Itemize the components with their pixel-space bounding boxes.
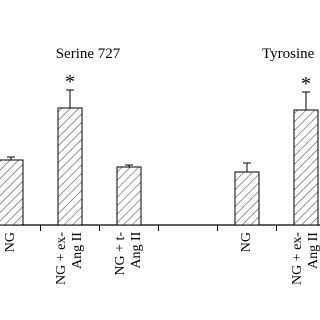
- significance-mark: *: [301, 73, 311, 95]
- bar: [57, 107, 83, 226]
- bar: [234, 171, 260, 226]
- x-tick-label: NG + ex- Ang II: [54, 232, 85, 285]
- x-tick-label: NG: [3, 232, 18, 253]
- significance-mark: *: [65, 71, 75, 93]
- bar: [0, 159, 24, 226]
- group-label: Serine 727: [56, 46, 121, 62]
- bar: [116, 166, 142, 226]
- x-tick-label: NG + ex- Ang II: [290, 232, 320, 285]
- x-tick-label: NG + t- Ang II: [113, 232, 144, 276]
- group-label: Tyrosine: [262, 46, 315, 62]
- x-tick-label: NG: [239, 232, 254, 253]
- bar: [293, 109, 319, 226]
